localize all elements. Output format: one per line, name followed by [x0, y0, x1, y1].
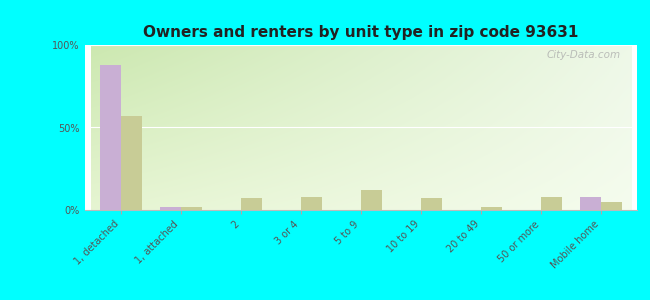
Title: Owners and renters by unit type in zip code 93631: Owners and renters by unit type in zip c… [143, 25, 578, 40]
Bar [301, 197, 322, 210]
Bar [541, 197, 562, 210]
Bar [159, 207, 181, 210]
Bar [601, 202, 622, 210]
Bar [580, 197, 601, 210]
Bar [181, 207, 202, 210]
Text: City-Data.com: City-Data.com [546, 50, 620, 60]
Bar [421, 199, 442, 210]
Bar [99, 65, 120, 210]
Bar [481, 207, 502, 210]
Bar [120, 116, 142, 210]
Bar [361, 190, 382, 210]
Bar [240, 199, 262, 210]
